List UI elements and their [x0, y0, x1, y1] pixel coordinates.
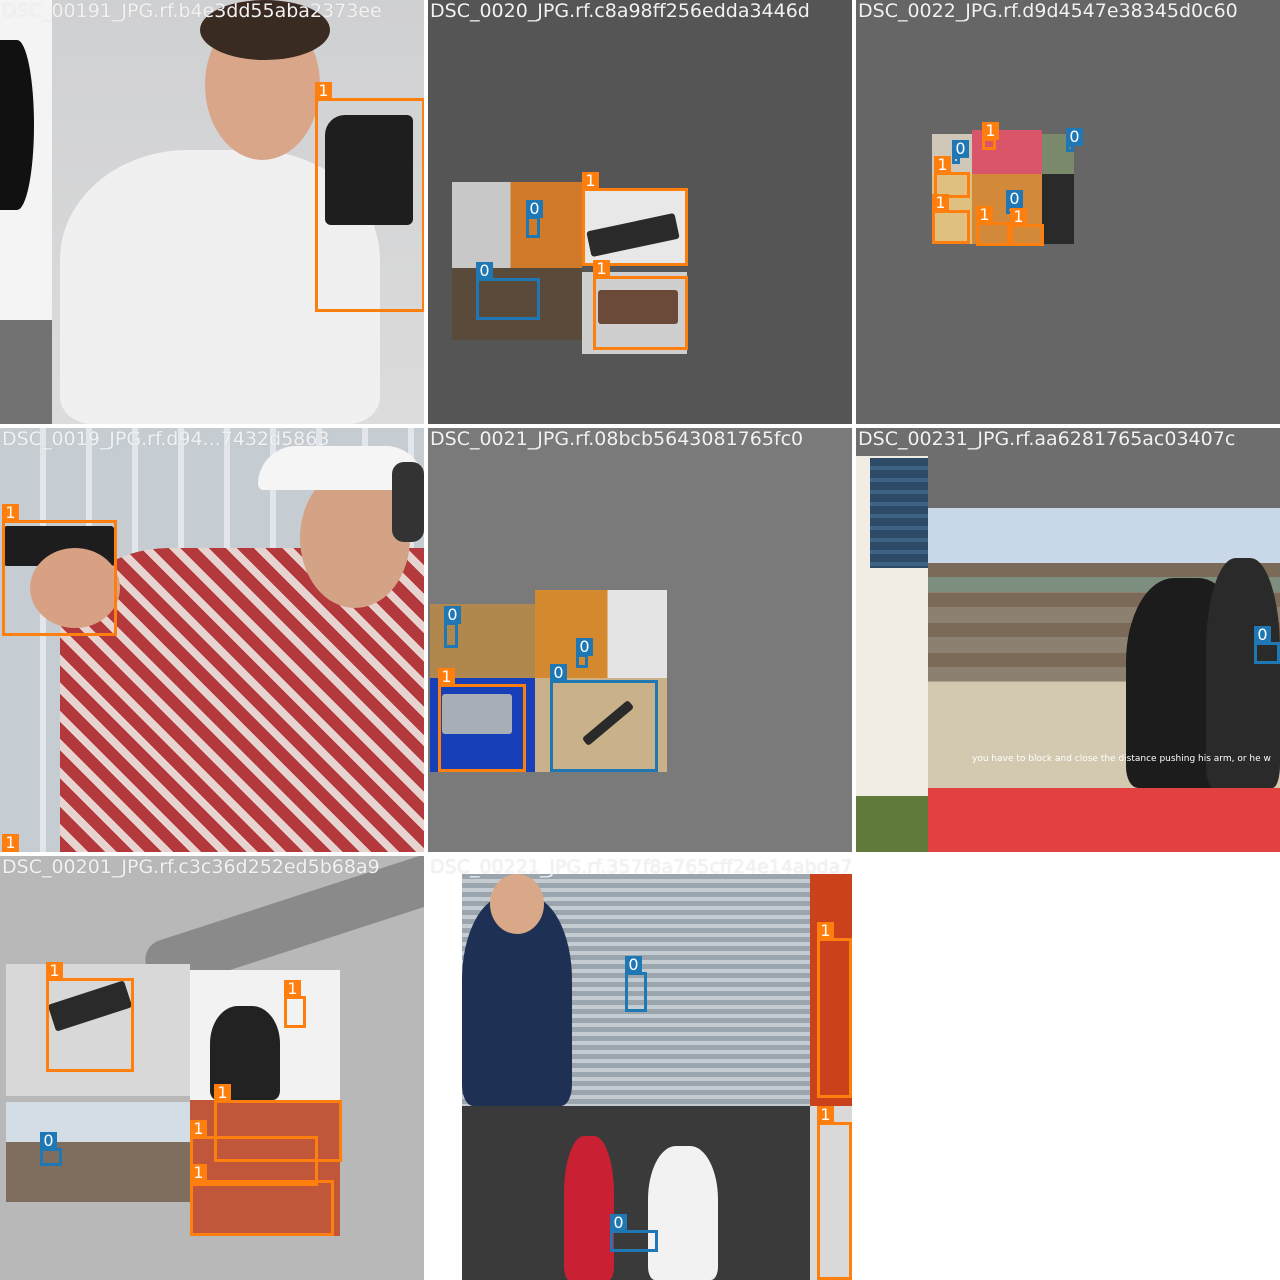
class-label: 0 — [526, 200, 543, 218]
class-label: 1 — [2, 834, 19, 852]
tile-caption: DSC_0020_JPG.rf.c8a98ff256edda3446d — [430, 0, 810, 22]
class-label: 1 — [593, 260, 610, 278]
class-label: 0 — [40, 1132, 57, 1150]
detection-box: 0 — [444, 606, 461, 648]
pistol — [598, 290, 678, 324]
photo-door — [452, 182, 582, 268]
detection-box: 0 — [476, 262, 540, 320]
shutter — [870, 458, 928, 568]
detection-box: 1 — [817, 922, 852, 1098]
tile-1: 1 DSC_00191_JPG.rf.b4e3dd55aba2373ee — [0, 0, 424, 424]
class-label: 1 — [190, 1164, 207, 1182]
class-label: 1 — [982, 122, 999, 140]
photo-outdoor — [6, 1102, 190, 1202]
detection-box: 1 — [190, 1120, 318, 1186]
class-label: 1 — [817, 1106, 834, 1124]
detection-box: 1 — [46, 962, 134, 1072]
detection-box: 0 — [625, 956, 647, 1012]
detection-box: 1 — [934, 156, 970, 198]
tile-3: 1 0 0 1 0 1 1 1 DSC_0022_JPG.rf.d9d4547e… — [856, 0, 1280, 424]
detection-box: 0 — [952, 140, 969, 164]
class-label: 0 — [476, 262, 493, 280]
tile-caption: DSC_00201_JPG.rf.c3c36d252ed5b68a9 — [2, 856, 380, 878]
class-label: 1 — [315, 82, 332, 100]
detection-box: 0 — [526, 200, 543, 238]
detection-box: 1 — [2, 834, 19, 852]
photo-room — [535, 590, 667, 678]
class-label: 1 — [934, 156, 951, 174]
detection-box: 1 — [438, 668, 526, 772]
class-label: 0 — [576, 638, 593, 656]
tile-caption: DSC_00191_JPG.rf.b4e3dd55aba2373ee — [2, 0, 382, 22]
subtitle: you have to block and close the distance… — [972, 754, 1271, 764]
class-label: 1 — [976, 206, 993, 224]
detection-box: 0 — [1066, 128, 1083, 152]
class-label: 0 — [625, 956, 642, 974]
class-label: 0 — [1254, 626, 1271, 644]
photo-gun — [6, 964, 190, 1096]
detection-box: 1 — [214, 1084, 342, 1162]
person-red — [564, 1136, 614, 1280]
photo-gym — [462, 1106, 810, 1280]
class-label: 1 — [190, 1120, 207, 1138]
person-hair — [200, 0, 330, 60]
revolver — [442, 694, 512, 734]
detection-box: 1 — [976, 206, 1010, 246]
class-label: 0 — [610, 1214, 627, 1232]
tile-2: 1 1 0 0 DSC_0020_JPG.rf.c8a98ff256edda34… — [428, 0, 852, 424]
detection-box: 1 — [1010, 208, 1044, 246]
detection-box: 1 — [2, 504, 117, 636]
person-white — [648, 1146, 718, 1280]
pistol — [325, 115, 413, 225]
class-label: 1 — [817, 922, 834, 940]
detection-box: 1 — [582, 172, 688, 266]
person-head — [490, 874, 544, 934]
tile-5: 0 0 1 0 DSC_0021_JPG.rf.08bcb5643081765f… — [428, 428, 852, 852]
class-label: 0 — [1006, 190, 1023, 208]
tile-caption: DSC_00221_JPG.rf.357f8a765cff24e14abda73 — [430, 856, 852, 878]
class-label: 0 — [952, 140, 969, 158]
detection-box: 0 — [1254, 626, 1280, 664]
tile-8: 0 1 1 0 DSC_00221_JPG.rf.357f8a765cff24e… — [428, 856, 852, 1280]
red-banner — [928, 788, 1280, 852]
detection-box: 1 — [593, 260, 688, 350]
tile-4: 1 1 DSC_0019_JPG.rf.d94...7432d5863 — [0, 428, 424, 852]
earmuff — [392, 462, 424, 542]
class-label: 1 — [1010, 208, 1027, 226]
photo-background — [0, 320, 52, 424]
person-black — [1206, 558, 1280, 788]
photo-bottom — [856, 796, 928, 852]
detection-box: 0 — [550, 664, 658, 772]
class-label: 0 — [444, 606, 461, 624]
detection-box: 1 — [315, 82, 424, 312]
detection-box: 0 — [610, 1214, 658, 1252]
person-head — [300, 468, 410, 608]
class-label: 1 — [438, 668, 455, 686]
detection-box: 0 — [40, 1132, 62, 1166]
class-label: 1 — [214, 1084, 231, 1102]
class-label: 1 — [46, 962, 63, 980]
detection-box: 0 — [576, 638, 593, 668]
class-label: 0 — [1066, 128, 1083, 146]
photo-small — [1042, 174, 1074, 244]
tile-caption: DSC_0019_JPG.rf.d94...7432d5863 — [2, 428, 330, 450]
tile-caption: DSC_00231_JPG.rf.aa6281765ac03407c — [858, 428, 1236, 450]
class-label: 1 — [2, 504, 19, 522]
hands — [30, 548, 120, 628]
tile-caption: DSC_0022_JPG.rf.d9d4547e38345d0c60 — [858, 0, 1238, 22]
class-label: 0 — [550, 664, 567, 682]
detection-box: 1 — [932, 194, 970, 244]
tile-7: 1 1 1 1 1 0 DSC_00201_JPG.rf.c3c36d252ed… — [0, 856, 424, 1280]
dark-shape — [0, 40, 34, 210]
class-label: 1 — [932, 194, 949, 212]
class-label: 1 — [582, 172, 599, 190]
detection-box: 1 — [817, 1106, 852, 1280]
detection-box: 1 — [284, 980, 306, 1028]
tile-6: you have to block and close the distance… — [856, 428, 1280, 852]
detection-box: 1 — [982, 122, 999, 150]
class-label: 1 — [284, 980, 301, 998]
detection-box: 1 — [190, 1164, 334, 1236]
tile-caption: DSC_0021_JPG.rf.08bcb5643081765fc0 — [430, 428, 804, 450]
